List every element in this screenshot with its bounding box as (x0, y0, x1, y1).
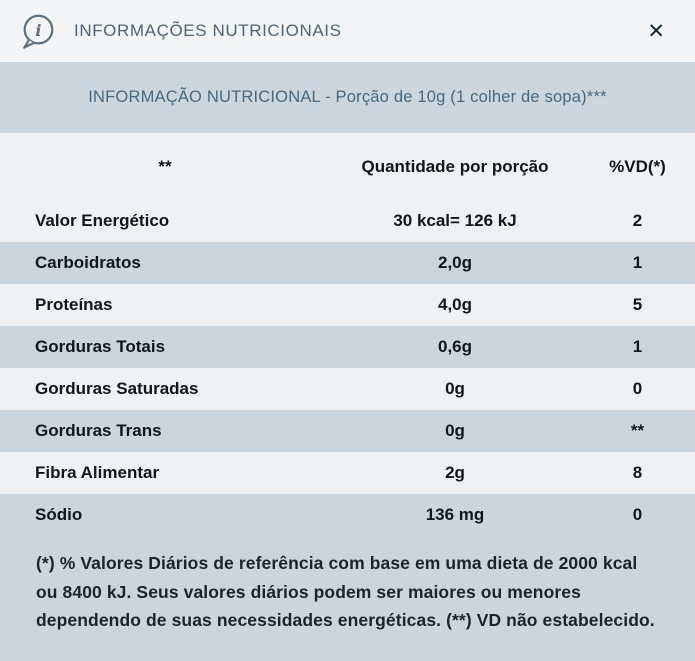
header-percent-dv: %VD(*) (609, 156, 666, 176)
table-row-valor-energetico: Valor Energético 30 kcal= 126 kJ 2 (0, 200, 695, 242)
nutrient-name: Gorduras Saturadas (35, 379, 199, 398)
nutrient-vd: 5 (632, 295, 643, 314)
table-row-gorduras-trans: Gorduras Trans 0g ** (0, 410, 695, 452)
nutrient-vd: 1 (632, 253, 643, 272)
nutrient-name: Valor Energético (35, 211, 170, 230)
nutrient-amount: 0g (445, 421, 465, 440)
nutrient-name: Carboidratos (35, 253, 141, 272)
daily-values-footnote: (*) % Valores Diários de referência com … (0, 536, 695, 661)
nutrient-vd: 1 (632, 337, 643, 356)
nutrient-vd: 0 (632, 505, 643, 524)
nutrient-vd: 2 (632, 211, 643, 230)
serving-size-banner: INFORMAÇÃO NUTRICIONAL - Porção de 10g (… (0, 62, 695, 133)
modal-title: INFORMAÇÕES NUTRICIONAIS (74, 21, 342, 40)
nutrient-vd: ** (630, 421, 645, 440)
table-header-row: ** Quantidade por porção %VD(*) (0, 133, 695, 200)
header-amount-per-serving: Quantidade por porção (361, 156, 549, 176)
table-row-carboidratos: Carboidratos 2,0g 1 (0, 242, 695, 284)
close-icon[interactable]: ✕ (641, 17, 671, 46)
svg-text:i: i (35, 21, 41, 40)
table-row-gorduras-totais: Gorduras Totais 0,6g 1 (0, 326, 695, 368)
modal-header: i INFORMAÇÕES NUTRICIONAIS ✕ (0, 0, 695, 62)
nutrient-amount: 2g (445, 463, 465, 482)
nutrient-amount: 136 mg (425, 505, 485, 524)
nutrient-amount: 4,0g (437, 295, 473, 314)
nutrient-name: Sódio (35, 505, 83, 524)
nutrient-name: Gorduras Trans (35, 421, 162, 440)
nutrient-amount: 30 kcal= 126 kJ (393, 211, 517, 230)
table-row-sodio: Sódio 136 mg 0 (0, 494, 695, 536)
table-row-gorduras-saturadas: Gorduras Saturadas 0g 0 (0, 368, 695, 410)
nutrition-table: ** Quantidade por porção %VD(*) Valor En… (0, 133, 695, 536)
header-nutrient: ** (158, 156, 172, 176)
info-speech-bubble-icon: i (18, 11, 58, 51)
table-row-proteinas: Proteínas 4,0g 5 (0, 284, 695, 326)
nutrient-name: Gorduras Totais (35, 337, 166, 356)
nutrient-name: Fibra Alimentar (35, 463, 160, 482)
nutrient-vd: 0 (632, 379, 643, 398)
nutrient-amount: 2,0g (437, 253, 473, 272)
nutrient-amount: 0g (445, 379, 465, 398)
table-row-fibra-alimentar: Fibra Alimentar 2g 8 (0, 452, 695, 494)
nutrient-name: Proteínas (35, 295, 113, 314)
nutrient-vd: 8 (632, 463, 643, 482)
nutrient-amount: 0,6g (437, 337, 473, 356)
